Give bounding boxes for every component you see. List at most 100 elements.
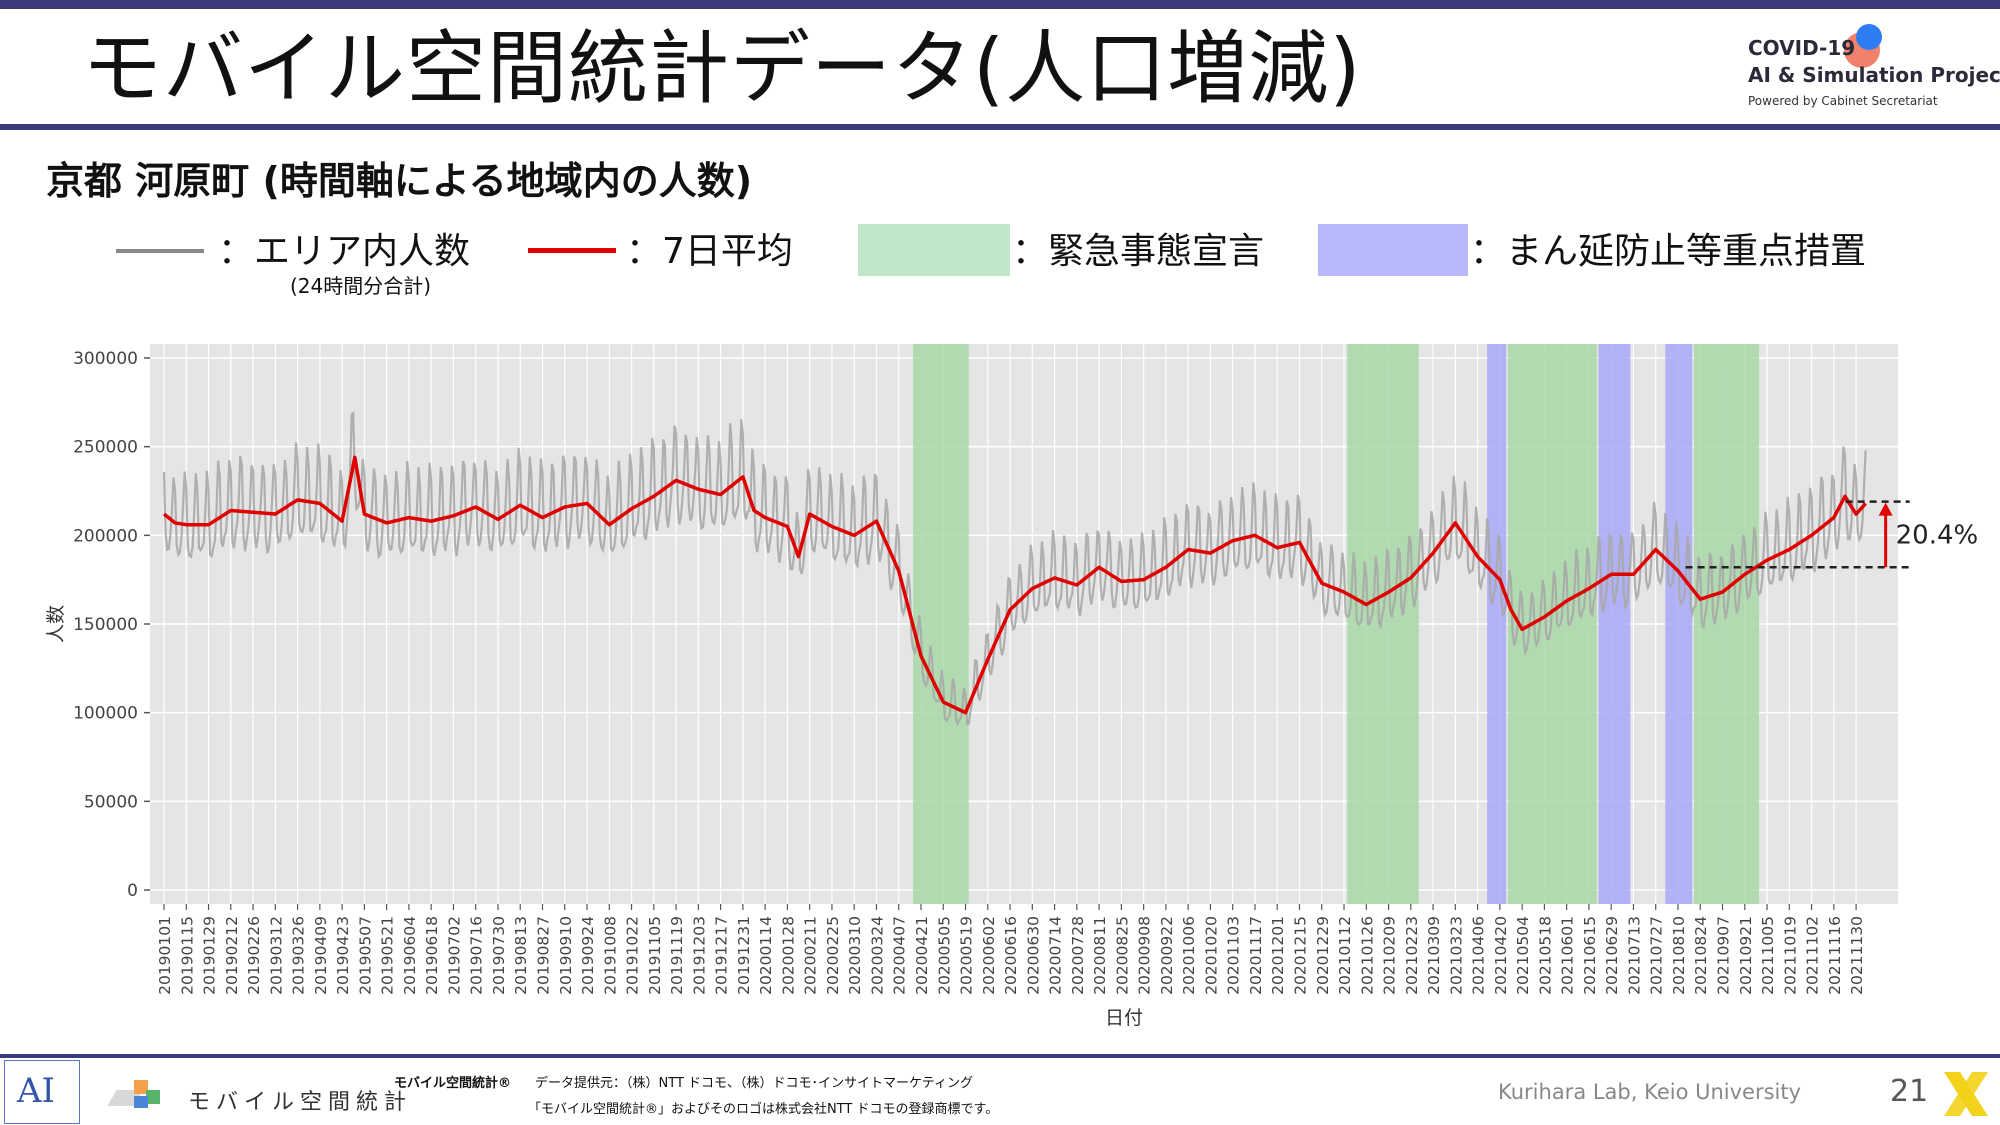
x-tick-label: 20190226 — [245, 916, 263, 995]
logo-line-2: AI & Simulation Project — [1748, 63, 2000, 87]
logo-blue-circle-icon — [1856, 24, 1882, 50]
source-text: データ提供元：（株）NTT ドコモ、（株）ドコモ･インサイトマーケティング — [535, 1076, 973, 1091]
x-tick-label: 20190423 — [334, 916, 352, 995]
page-number: 21 — [1890, 1074, 1929, 1109]
x-tick-label: 20210824 — [1692, 916, 1710, 995]
priority-period-band — [1665, 344, 1693, 904]
x-tick-label: 20200602 — [980, 916, 998, 995]
legend-priority-swatch — [1318, 224, 1468, 276]
x-tick-label: 20200922 — [1158, 916, 1176, 995]
x-tick-label: 20190604 — [401, 916, 419, 995]
logo-line-1: COVID-19 — [1748, 36, 1856, 60]
x-tick-label: 20191008 — [601, 916, 619, 995]
x-tick-label: 20201020 — [1202, 916, 1220, 995]
x-tick-label: 20191022 — [624, 916, 642, 995]
x-tick-label: 20190827 — [534, 916, 552, 995]
x-axis-label: 日付 — [1105, 1007, 1143, 1029]
x-tick-label: 20200324 — [868, 916, 886, 995]
x-tick-label: 20201215 — [1291, 916, 1309, 995]
x-tick-label: 20210907 — [1715, 916, 1733, 995]
x-tick-label: 20190910 — [557, 916, 575, 995]
legend-emergency-label: ：緊急事態宣言 — [1012, 231, 1265, 272]
x-tick-label: 20190101 — [156, 916, 174, 995]
x-tick-label: 20210126 — [1358, 916, 1376, 995]
priority-period-band — [1487, 344, 1507, 904]
x-tick-label: 20190312 — [267, 916, 285, 995]
x-tick-label: 20201229 — [1314, 916, 1332, 995]
logo-cube-green-icon — [146, 1090, 160, 1104]
mobile-stats-logo: モバイル空間統計 — [107, 1076, 406, 1116]
x-tick-label: 20210209 — [1381, 916, 1399, 995]
x-tick-label: 20200630 — [1024, 916, 1042, 995]
y-tick-label: 200000 — [73, 526, 138, 546]
x-tick-label: 20211130 — [1848, 916, 1866, 995]
x-tick-label: 20200407 — [891, 916, 909, 995]
ai-mark: AI — [17, 1071, 55, 1111]
x-tick-label: 20190521 — [379, 916, 397, 995]
emergency-period-band — [913, 344, 969, 904]
x-tick-label: 20200211 — [802, 916, 820, 995]
x-tick-label: 20190326 — [290, 916, 308, 995]
x-tick-label: 20190212 — [223, 916, 241, 995]
x-tick-label: 20191119 — [668, 916, 686, 995]
x-tick-label: 20190813 — [512, 916, 530, 995]
annotation-arrowhead-icon — [1878, 502, 1893, 516]
x-tick-label: 20191105 — [646, 916, 664, 995]
logo-cube-orange-icon — [134, 1080, 148, 1094]
x-tick-label: 20200714 — [1047, 916, 1065, 995]
x-tick-label: 20190115 — [178, 916, 196, 995]
covid-project-logo: COVID-19 AI & Simulation Project Powered… — [1748, 24, 2000, 118]
x-tick-label: 20200728 — [1069, 916, 1087, 995]
x-tick-label: 20210420 — [1492, 916, 1510, 995]
x-tick-label: 20210518 — [1536, 916, 1554, 995]
priority-period-band — [1598, 344, 1631, 904]
legend-red-swatch — [528, 248, 616, 253]
gray-daily-series-line — [162, 411, 1867, 727]
x-tick-label: 20201103 — [1225, 916, 1243, 995]
x-tick-label: 20190507 — [356, 916, 374, 995]
x-tick-label: 20190716 — [468, 916, 486, 995]
y-tick-label: 150000 — [73, 615, 138, 635]
population-chart: 0 50000 100000 150000 200000 250000 300000 2019… — [45, 344, 1979, 1029]
y-tick-label: 300000 — [73, 349, 138, 369]
legend-gray-swatch — [116, 249, 204, 253]
x-tick-label: 20191231 — [735, 916, 753, 995]
source-brand: モバイル空間統計® — [394, 1076, 512, 1091]
x-tick-label: 20201201 — [1269, 916, 1287, 995]
y-tick-label: 0 — [127, 881, 138, 901]
page-title: モバイル空間統計データ(人口増減) — [82, 22, 1362, 115]
x-logo-icon — [1944, 1072, 1988, 1116]
logo-cube-blue-icon — [134, 1096, 148, 1108]
x-tick-label: 20200421 — [913, 916, 931, 995]
ai-lab-logo: AI — [4, 1060, 80, 1124]
emergency-period-band — [1507, 344, 1597, 904]
x-tick-label: 20200225 — [824, 916, 842, 995]
x-tick-label: 20200114 — [757, 916, 775, 995]
x-tick-label: 20190618 — [423, 916, 441, 995]
header-divider — [0, 124, 2000, 130]
x-tick-label: 20200505 — [935, 916, 953, 995]
x-tick-label: 20211019 — [1781, 916, 1799, 995]
annotation-label: 20.4% — [1896, 520, 1979, 550]
legend-gray-label: ：エリア内人数 — [218, 231, 471, 272]
x-tick-label: 20211102 — [1804, 916, 1822, 995]
x-tick-label: 20190129 — [201, 916, 219, 995]
x-tick-label: 20191217 — [713, 916, 731, 995]
top-accent-bar — [0, 0, 2000, 9]
x-tick-label: 20200310 — [846, 916, 864, 995]
x-tick-label: 20210223 — [1403, 916, 1421, 995]
x-tick-label: 20201117 — [1247, 916, 1265, 995]
legend-priority-label: ：まん延防止等重点措置 — [1470, 231, 1867, 272]
x-tick-label: 20210601 — [1559, 916, 1577, 995]
x-tick-label: 20210629 — [1603, 916, 1621, 995]
x-tick-label: 20190924 — [579, 916, 597, 995]
trademark-note: 「モバイル空間統計®」およびそのロゴは株式会社NTT ドコモの登録商標です。 — [528, 1102, 999, 1117]
y-tick-label: 50000 — [84, 792, 138, 812]
x-tick-label: 20210323 — [1447, 916, 1465, 995]
x-tick-label: 20210406 — [1470, 916, 1488, 995]
x-tick-label: 20210810 — [1670, 916, 1688, 995]
legend-emergency-swatch — [858, 224, 1010, 276]
x-tick-label: 20191203 — [690, 916, 708, 995]
y-tick-label: 100000 — [73, 704, 138, 724]
x-tick-label: 20210921 — [1737, 916, 1755, 995]
